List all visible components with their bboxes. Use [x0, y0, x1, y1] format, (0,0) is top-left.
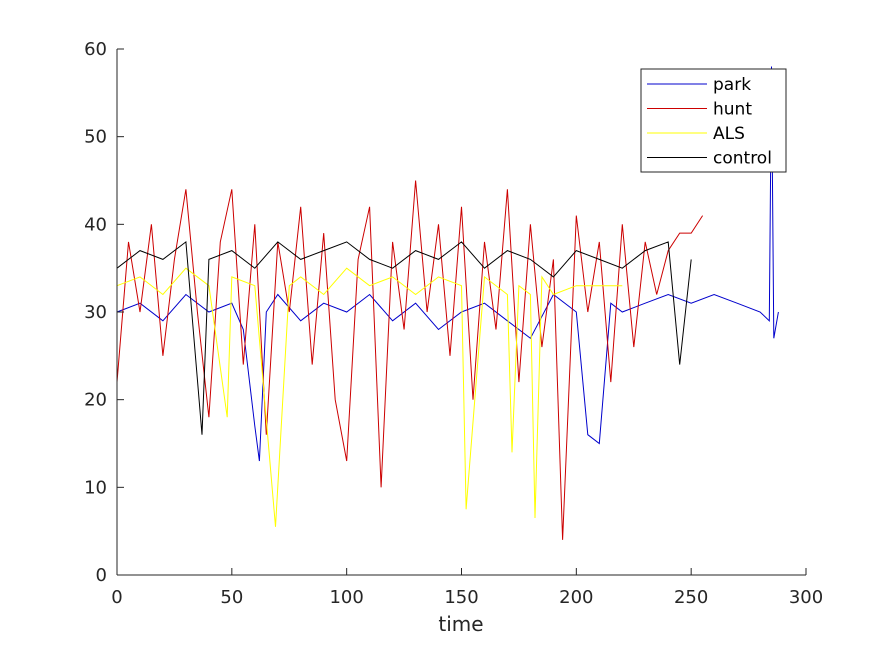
- series-layer: [116, 66, 779, 540]
- y-tick-label: 30: [84, 302, 107, 323]
- x-tick-label: 0: [111, 587, 122, 608]
- legend-label-control: control: [713, 149, 772, 169]
- y-tick-label: 60: [84, 39, 107, 60]
- x-tick-label: 100: [329, 587, 363, 608]
- y-tick-label: 40: [84, 214, 107, 235]
- x-tick-label: 200: [559, 587, 593, 608]
- series-line-als: [116, 267, 623, 527]
- y-tick-label: 0: [96, 565, 107, 586]
- x-tick-label: 50: [220, 587, 243, 608]
- x-tick-label: 150: [444, 587, 478, 608]
- y-tick-label: 10: [84, 477, 107, 498]
- series-line-control: [116, 240, 692, 435]
- legend-box: [640, 68, 787, 173]
- x-tick-label: 300: [789, 587, 823, 608]
- legend: park hunt ALS control: [640, 68, 787, 173]
- ticks-layer: 0 50 100 150 200 250 300 0 10 20 30 40 50 60: [84, 39, 823, 608]
- legend-label-als: ALS: [713, 124, 745, 144]
- legend-label-park: park: [713, 75, 751, 95]
- x-axis-label: time: [438, 612, 483, 636]
- y-tick-label: 50: [84, 127, 107, 148]
- legend-label-hunt: hunt: [713, 100, 752, 120]
- x-tick-label: 250: [674, 587, 708, 608]
- y-tick-label: 20: [84, 390, 107, 411]
